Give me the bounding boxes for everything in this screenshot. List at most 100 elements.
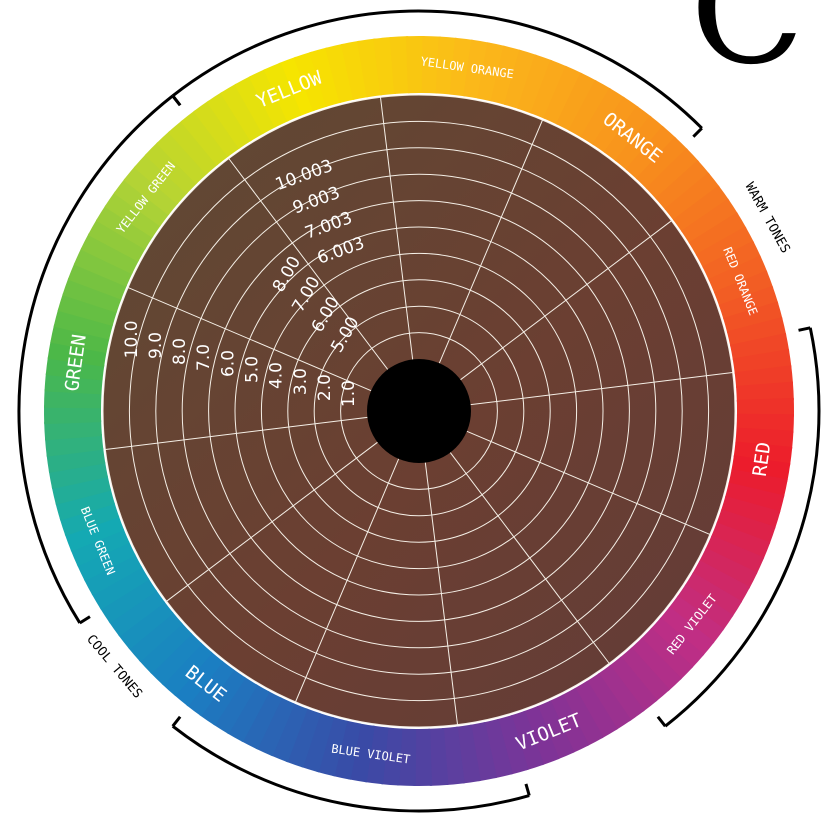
level-label: 9.0 [146,332,166,359]
hue-ring-segment [681,198,739,245]
level-ring [287,279,551,543]
level-label: 4.0 [267,362,287,389]
hue-ring-segment [87,218,146,262]
hue-ring-segment [44,420,102,441]
tone-bracket-tick [524,783,531,796]
hue-ring-segment [263,62,302,122]
hue-ring-segment [405,35,425,94]
hue-ring-segment [442,726,465,786]
hue-ring-segment [597,664,645,722]
hue-ring-segment [113,178,170,227]
hue-ring-segment [285,708,321,768]
hue-ring-segment [220,83,265,142]
hue-ring-segment [234,75,277,135]
hue-ring-segment [186,660,235,717]
hue-ring-segment [561,687,604,747]
hue-divider [295,458,400,703]
hue-ring-segment [73,247,133,287]
hue-ring-segment [123,165,179,216]
hue-ring-segment [536,700,575,760]
corner-letter: C [690,0,805,98]
hue-ring-segment [736,413,794,433]
hue-ring-segment [688,212,747,257]
hue-ring-segment [70,528,130,567]
hue-ring [43,35,794,786]
hue-ring-segment [517,54,553,114]
hue-ring-segment [483,718,513,779]
center-hole [367,359,471,463]
hue-ring-segment [248,68,289,128]
hue-ring-segment [530,59,568,120]
hue-ring-segment [144,141,198,195]
hue-ring-segment [118,600,174,650]
hue-ring-segment [364,725,389,785]
hue-ring-segment [51,475,112,505]
hue-divider [438,119,543,364]
hue-divider [105,416,368,451]
hue-ring-segment [718,285,779,320]
hue-ring-segment [156,130,208,185]
hue-ring-segment [133,153,188,205]
level-ring [128,120,710,702]
tone-bracket-tick [692,127,703,138]
hue-ring-segment [47,340,107,367]
hue-ring-segment [428,728,449,786]
hue-ring-segment [736,397,794,417]
hue-ring-segment [713,270,774,307]
level-label: 3.0 [291,368,311,395]
hue-ring-segment [568,79,612,138]
hue-divider [449,452,610,664]
level-ring [340,332,498,490]
hue-divider [466,430,711,535]
tone-bracket-tick [171,94,182,107]
tone-brackets [17,9,821,813]
hue-ring-segment [702,240,762,281]
hue-ring-segment [55,488,115,521]
hue-divider [424,462,459,725]
hue-ring-segment [128,611,183,662]
hue-divider [127,287,372,392]
hue-ring-segment [59,502,120,537]
hue-ring-segment [734,365,794,388]
level-ring [260,252,578,570]
hue-ring-segment [278,56,315,117]
hue-ring-segment [710,522,771,560]
hue-ring-segment [619,647,670,702]
hue-ring-segment [716,509,776,545]
tone-bracket-arc [664,327,821,728]
hue-ring-segment [650,617,705,669]
hue-ring-segment [389,36,410,94]
hue-ring-segment [149,632,203,686]
hue-ring-segment [733,441,793,466]
tone-bracket-arc [17,94,174,624]
hue-ring-segment [676,584,734,631]
hue-ring-segment [168,120,219,175]
hue-ring-segment [603,105,652,162]
hue-ring-segment [64,515,125,552]
hue-label-red: RED [749,441,776,478]
level-ring [313,305,525,517]
hue-divider [470,371,733,406]
hue-ring-segment [138,622,193,674]
hue-ring-segment [45,356,105,381]
hue-ring-segment [332,720,362,780]
level-label: 6.0 [218,350,238,377]
hue-divider [166,441,378,602]
hue-ring-segment [62,277,122,313]
hue-ring-segment [698,547,758,590]
hue-ring-segment [212,676,258,735]
hue-ring-segment [80,232,140,275]
level-label: 2.0 [315,374,335,401]
hue-ring-segment [635,136,689,190]
hue-ring-segment [83,553,143,596]
hue-ring-segment [309,47,342,107]
hue-ring-segment [397,728,417,786]
level-label: 8.0 [170,338,190,365]
hue-ring-segment [692,560,751,604]
hue-ring-segment [659,606,715,657]
level-ring [181,173,657,649]
hue-ring-segment [592,96,639,154]
hue-ring-segment [549,694,590,754]
hue-ring-segment [608,656,658,712]
